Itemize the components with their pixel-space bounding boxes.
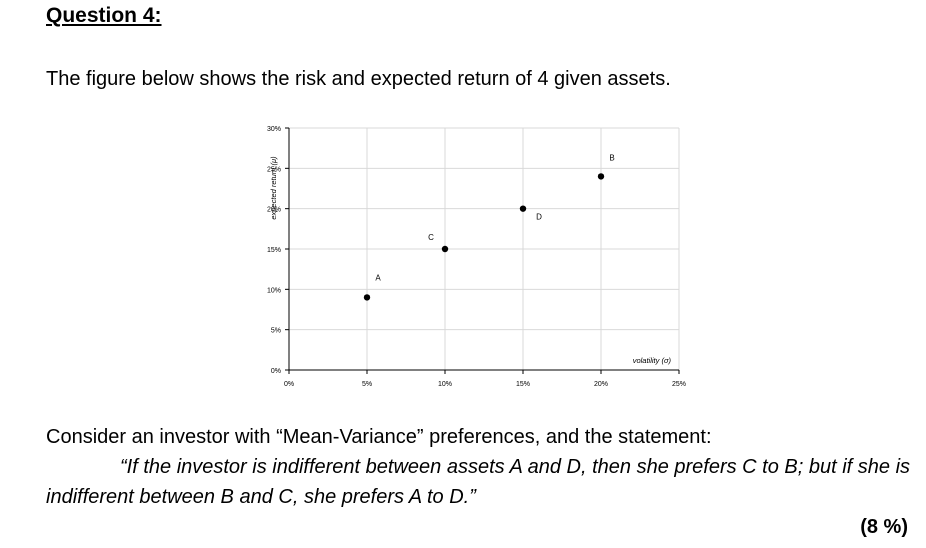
point-label-C: C xyxy=(428,233,434,242)
x-tick-label: 5% xyxy=(362,381,372,388)
point-label-B: B xyxy=(609,153,614,162)
y-tick-label: 25% xyxy=(267,166,281,173)
y-axis-label: expected return (μ) xyxy=(269,156,278,220)
statement-quote: “If the investor is indifferent between … xyxy=(46,456,911,508)
x-tick-label: 15% xyxy=(516,381,530,388)
point-label-D: D xyxy=(536,213,542,222)
risk-return-chart: 0% 5% 10% 15% 20% 25% 30% 0% 5% 10% 15% 20% 25% expec… xyxy=(240,110,700,405)
data-point-D xyxy=(519,205,527,212)
question-intro: The figure below shows the risk and expe… xyxy=(46,68,671,90)
consider-text: Consider an investor with “Mean-Variance… xyxy=(46,426,712,448)
point-label-A: A xyxy=(375,273,381,282)
x-axis-label: volatility (σ) xyxy=(633,356,672,365)
x-tick-label: 25% xyxy=(672,381,686,388)
y-tick-label: 15% xyxy=(267,247,281,254)
question-title: Question 4: xyxy=(46,4,162,27)
data-point-A xyxy=(363,294,371,301)
marks-label: (8 %) xyxy=(860,516,908,538)
y-tick-label: 5% xyxy=(271,328,281,335)
y-tick-label: 0% xyxy=(271,368,281,375)
y-tick-label: 20% xyxy=(267,207,281,214)
y-tick-label: 30% xyxy=(267,126,281,133)
x-tick-label: 10% xyxy=(438,381,452,388)
scatter-plot: 0%5%10%15%20%25%30%0% 5% 10% 15% 20% 25%expec… xyxy=(267,126,686,388)
data-point-B xyxy=(597,173,605,180)
x-tick-label: 20% xyxy=(594,381,608,388)
y-tick-label: 10% xyxy=(267,287,281,294)
data-point-C xyxy=(441,245,449,253)
x-tick-label: 0% xyxy=(284,381,294,388)
